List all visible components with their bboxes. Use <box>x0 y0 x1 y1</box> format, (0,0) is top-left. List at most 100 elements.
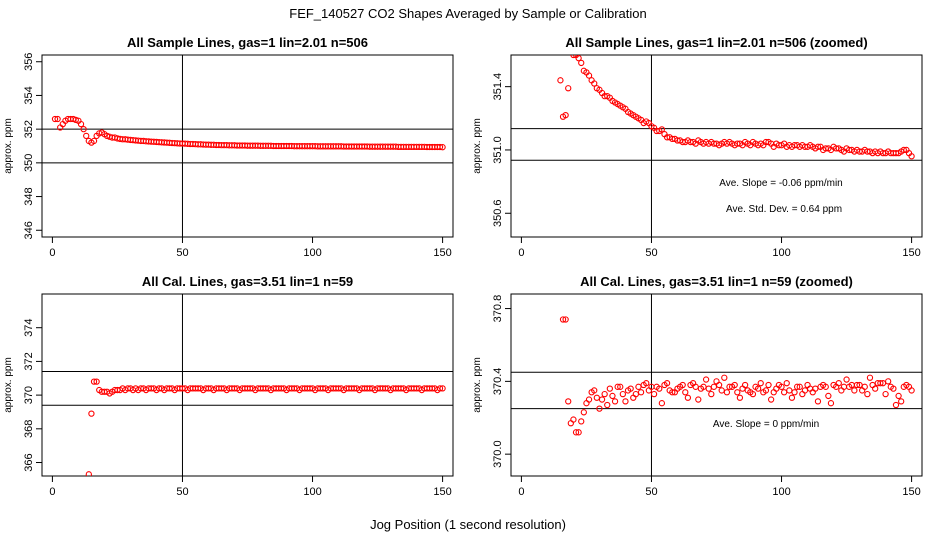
data-point <box>838 387 845 394</box>
data-point <box>557 77 564 84</box>
data-point <box>565 85 572 92</box>
data-point <box>861 383 868 390</box>
data-point <box>635 383 642 390</box>
data-point <box>799 390 806 398</box>
annotation-text: Ave. Slope = 0 ppm/min <box>713 419 819 430</box>
data-point <box>591 387 598 394</box>
data-point <box>578 418 585 425</box>
data-point <box>562 111 569 119</box>
y-tick-label: 370 <box>23 386 35 404</box>
panel-title: All Cal. Lines, gas=3.51 lin=1 n=59 (zoo… <box>580 274 853 289</box>
data-point <box>567 420 574 427</box>
data-point <box>598 396 606 403</box>
plot-frame <box>41 293 454 477</box>
data-point <box>814 398 822 405</box>
data-point <box>643 380 650 387</box>
data-point <box>765 381 772 389</box>
data-point <box>736 394 744 401</box>
data-point <box>767 396 775 403</box>
data-point <box>825 392 832 400</box>
data-point <box>90 378 98 385</box>
annotation-text: Ave. Std. Dev. = 0.64 ppm <box>726 204 842 215</box>
data-point <box>54 115 61 123</box>
data-point <box>895 392 902 400</box>
data-point <box>762 387 770 394</box>
data-point <box>898 398 905 405</box>
plot-frame <box>510 54 923 238</box>
data-series <box>557 55 915 160</box>
y-tick-label: 352 <box>23 120 35 138</box>
data-point <box>80 125 87 133</box>
data-point <box>726 383 733 390</box>
y-tick-label: 374 <box>23 319 35 337</box>
y-tick-label: 372 <box>23 352 35 370</box>
x-tick-label: 0 <box>49 247 55 259</box>
data-point <box>650 390 658 398</box>
x-tick-label: 100 <box>772 247 790 259</box>
data-point <box>882 390 889 398</box>
data-point <box>773 385 780 392</box>
chart-panel-1: All Sample Lines, gas=1 lin=2.01 n=506 0 5… <box>3 35 454 259</box>
data-point <box>853 381 861 389</box>
y-tick-label: 370.4 <box>492 368 504 396</box>
data-point <box>695 396 702 403</box>
panel-title: All Sample Lines, gas=1 lin=2.01 n=506 <box>127 35 368 50</box>
data-point <box>614 383 621 390</box>
data-point <box>622 398 629 405</box>
data-point <box>601 390 608 398</box>
data-point <box>656 385 663 392</box>
y-axis-label: approx. ppm <box>472 118 483 174</box>
y-tick-label: 368 <box>23 420 35 438</box>
data-point <box>835 380 842 387</box>
x-tick-label: 0 <box>518 486 524 498</box>
data-point <box>890 385 897 392</box>
data-point <box>583 400 590 407</box>
data-point <box>578 59 585 67</box>
x-tick-label: 150 <box>433 486 451 498</box>
data-point <box>559 316 567 323</box>
data-point <box>843 376 850 383</box>
data-point <box>575 55 582 62</box>
data-point <box>708 390 715 398</box>
x-tick-label: 100 <box>303 247 321 259</box>
figure-title: FEF_140527 CO2 Shapes Averaged by Sample… <box>289 6 646 21</box>
x-tick-label: 0 <box>518 247 524 259</box>
y-tick-label: 348 <box>23 187 35 205</box>
data-point <box>591 80 598 87</box>
data-series <box>559 316 915 436</box>
data-point <box>663 380 671 387</box>
data-point <box>585 72 593 79</box>
data-point <box>754 385 762 392</box>
data-point <box>809 389 816 396</box>
data-point <box>715 381 723 389</box>
chart-panel-2: All Sample Lines, gas=1 lin=2.01 n=506 (… <box>472 35 923 259</box>
data-point <box>632 390 640 398</box>
data-point <box>669 389 676 396</box>
x-tick-label: 50 <box>176 247 188 259</box>
data-point <box>723 389 731 396</box>
chart-panel-3: All Cal. Lines, gas=3.51 lin=1 n=59 0 50 10… <box>3 274 454 498</box>
x-tick-label: 150 <box>433 247 451 259</box>
data-point <box>796 383 803 390</box>
data-point <box>593 394 600 401</box>
data-point <box>783 380 790 387</box>
y-tick-label: 346 <box>23 221 35 239</box>
data-point <box>786 387 793 394</box>
data-point <box>436 143 444 151</box>
panel-title: All Cal. Lines, gas=3.51 lin=1 n=59 <box>142 274 353 289</box>
data-point <box>609 392 616 400</box>
data-point <box>619 390 627 398</box>
data-point <box>710 383 718 390</box>
y-tick-label: 354 <box>23 86 35 104</box>
data-point <box>705 385 712 392</box>
data-point <box>778 383 785 390</box>
y-tick-label: 351.4 <box>492 73 504 101</box>
data-point <box>856 381 863 389</box>
data-point <box>872 385 879 392</box>
data-point <box>439 144 446 151</box>
data-point <box>814 143 822 150</box>
data-point <box>806 385 814 392</box>
data-point <box>812 385 819 392</box>
data-point <box>804 381 811 389</box>
data-point <box>757 380 764 387</box>
